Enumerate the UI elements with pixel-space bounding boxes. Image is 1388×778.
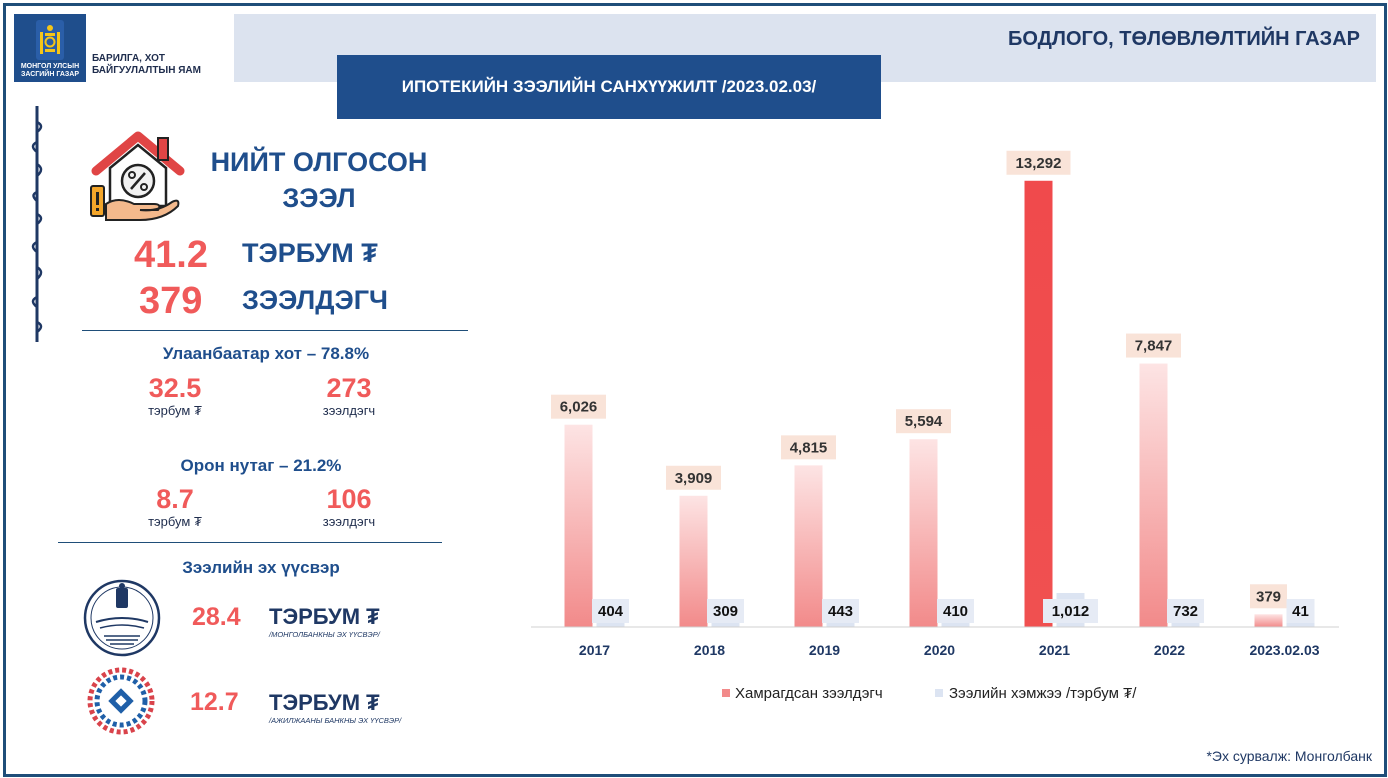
data-label-borrowers-2017: 6,026: [560, 399, 598, 416]
data-label-borrowers-2018: 3,909: [675, 470, 713, 487]
page-title: ИПОТЕКИЙН ЗЭЭЛИЙН САНХҮҮЖИЛТ /2023.02.03…: [337, 55, 881, 119]
bar-borrowers-2019: [794, 465, 823, 627]
mortgage-chart: 6,026 404 3,909 309 4,815 443 5,594 410 13,292 1,…: [531, 150, 1339, 702]
mongolbank-logo: [83, 579, 161, 657]
bar-borrowers-2023.02.03: [1254, 614, 1283, 627]
region-ub-amount-unit: тэрбум ₮: [148, 403, 202, 418]
data-label-box: [707, 599, 744, 623]
source-footnote: *Эх сурвалж: Монголбанк: [1206, 748, 1372, 764]
x-tick-label: 2023.02.03: [1249, 642, 1319, 658]
data-label-amount-2023.02.03: 41: [1292, 603, 1309, 620]
data-label-amount-2020: 410: [943, 603, 968, 620]
region-heading-ub: Улаанбаатар хот – 78.8%: [162, 344, 370, 363]
bar-borrowers-2021: [1024, 180, 1053, 628]
source-statebank-value: 12.7: [190, 688, 239, 716]
x-tick-label: 2022: [1154, 642, 1185, 658]
data-label-borrowers-2022: 7,847: [1135, 338, 1173, 355]
total-amount-unit: ТЭРБУМ ₮: [242, 238, 378, 268]
region-ub-borrowers-unit: зээлдэгч: [322, 403, 376, 418]
x-tick-label: 2021: [1039, 642, 1070, 658]
sources-heading: Зээлийн эх үүсвэр: [182, 558, 340, 577]
source-statebank-unit: ТЭРБУМ ₮: [269, 690, 380, 715]
source-mongolbank-value: 28.4: [192, 603, 241, 631]
bar-amount-2023.02.03: [1286, 623, 1315, 627]
data-label-borrowers-2021: 13,292: [1016, 155, 1062, 172]
total-amount-value: 41.2: [134, 234, 208, 276]
bar-borrowers-2017: [564, 424, 593, 627]
legend-label-borrowers: Хамрагдсан зээлдэгч: [735, 685, 883, 702]
data-label-amount-2018: 309: [713, 603, 738, 620]
data-label-box: [937, 599, 974, 623]
mongolian-script-decoration: [31, 106, 43, 342]
bar-borrowers-2020: [909, 439, 938, 627]
government-logo: МОНГОЛ УЛСЫН ЗАСГИЙН ГАЗАР: [14, 14, 86, 82]
data-label-box: [592, 599, 629, 623]
data-label-box: [666, 465, 721, 490]
region-rural-amount: 8.7: [156, 484, 194, 514]
bar-borrowers-2022: [1139, 363, 1168, 627]
x-tick-label: 2017: [579, 642, 610, 658]
soyombo-icon: [36, 20, 64, 60]
data-label-box: [1286, 599, 1315, 623]
data-label-box: [822, 599, 859, 623]
region-rural-borrowers-unit: зээлдэгч: [322, 514, 376, 529]
data-label-borrowers-2019: 4,815: [790, 439, 828, 456]
x-tick-label: 2018: [694, 642, 725, 658]
divider: [82, 330, 468, 331]
total-borrowers-value: 379: [139, 280, 203, 322]
department-title: БОДЛОГО, ТӨЛӨВЛӨЛТИЙН ГАЗАР: [1008, 28, 1360, 50]
data-label-box: [1006, 150, 1071, 175]
region-rural-borrowers: 106: [326, 484, 372, 514]
legend-swatch-amount: [935, 689, 943, 697]
source-mongolbank-note: /МОНГОЛБАНКНЫ ЭХ ҮҮСВЭР/: [269, 630, 380, 639]
data-label-amount-2021: 1,012: [1052, 603, 1090, 620]
region-rural-amount-unit: тэрбум ₮: [148, 514, 202, 529]
state-bank-logo: [87, 667, 155, 735]
source-statebank-note: /АЖИЛЖААНЫ БАНКНЫ ЭХ ҮҮСВЭР/: [269, 716, 402, 725]
data-label-borrowers-2020: 5,594: [905, 413, 943, 430]
data-label-box: [896, 409, 951, 434]
data-label-box: [781, 435, 836, 460]
data-label-box: [1126, 333, 1181, 358]
legend-swatch-borrowers: [722, 689, 730, 697]
house-loan-icon: [90, 131, 185, 221]
data-label-box: [1043, 599, 1098, 623]
data-label-borrowers-2023.02.03: 379: [1256, 588, 1281, 605]
bar-borrowers-2018: [679, 495, 708, 627]
x-tick-label: 2019: [809, 642, 840, 658]
data-label-box: [1167, 599, 1204, 623]
logo-text: МОНГОЛ УЛСЫН ЗАСГИЙН ГАЗАР: [20, 63, 80, 78]
legend-label-amount: Зээлийн хэмжээ /тэрбум ₮/: [949, 685, 1137, 702]
slide: МОНГОЛ УЛСЫН ЗАСГИЙН ГАЗАР БАРИЛГА, ХОТ …: [3, 3, 1387, 777]
total-loans-title: НИЙТ ОЛГОСОН ЗЭЭЛ: [210, 147, 428, 213]
data-label-amount-2017: 404: [598, 603, 624, 620]
total-borrowers-unit: ЗЭЭЛДЭГЧ: [242, 285, 388, 315]
data-label-amount-2022: 732: [1173, 603, 1198, 620]
data-label-box: [1250, 584, 1287, 609]
ministry-name: БАРИЛГА, ХОТ БАЙГУУЛАЛТЫН ЯАМ: [92, 53, 201, 76]
source-mongolbank-unit: ТЭРБУМ ₮: [269, 604, 380, 629]
region-heading-rural: Орон нутаг – 21.2%: [180, 456, 342, 475]
data-label-amount-2019: 443: [828, 603, 853, 620]
x-tick-label: 2020: [924, 642, 955, 658]
region-ub-amount: 32.5: [148, 373, 202, 403]
divider: [58, 542, 442, 543]
data-label-box: [551, 394, 606, 419]
region-ub-borrowers: 273: [326, 373, 372, 403]
